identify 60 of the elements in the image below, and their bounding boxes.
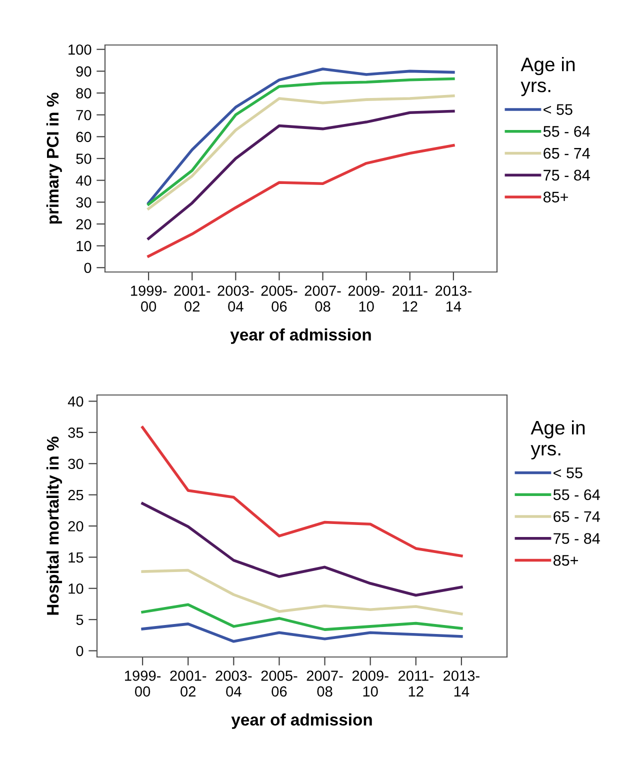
y-tick-label: 10 <box>68 583 84 594</box>
legend-label: 75 - 84 <box>554 533 600 544</box>
legend-title: Age in yrs. <box>520 57 575 96</box>
y-tick-label: 100 <box>68 44 92 55</box>
y-tick-label: 25 <box>68 490 84 500</box>
y-tick-label: 5 <box>76 614 84 625</box>
legend-label: 65 - 74 <box>554 511 600 522</box>
x-tick-label: 2009- 10 <box>352 670 388 697</box>
y-tick-label: 40 <box>68 396 84 407</box>
x-axis-title: year of admission <box>230 328 371 344</box>
line-series <box>141 426 463 558</box>
x-tick-label: 2013- 14 <box>436 286 472 312</box>
x-tick-label: 1999- 00 <box>131 286 167 312</box>
legend-label: 55 - 64 <box>543 126 590 137</box>
legend-label: 55 - 64 <box>553 489 600 500</box>
y-tick-label: 20 <box>76 219 92 230</box>
x-tick-label: 2001- 02 <box>174 286 210 312</box>
line-series <box>141 603 463 631</box>
legend-label: 75 - 84 <box>544 170 590 181</box>
x-tick-label: 2011- 12 <box>398 670 434 696</box>
line-series <box>147 110 455 240</box>
y-tick-label: 40 <box>76 175 92 186</box>
line-series <box>147 94 455 210</box>
x-tick-label: 2009- 10 <box>348 286 384 312</box>
x-tick-label: 1999- 00 <box>125 670 161 697</box>
x-tick-label: 2013- 14 <box>444 670 480 696</box>
y-tick-label: 50 <box>76 154 92 164</box>
y-tick-label: 20 <box>68 521 84 532</box>
x-tick-label: 2007- 08 <box>306 670 343 697</box>
x-axis-title: year of admission <box>231 713 372 729</box>
legend-label: < 55 <box>544 104 572 115</box>
x-tick-label: 2001- 02 <box>170 670 206 697</box>
y-tick-label: 80 <box>76 88 92 98</box>
legend-label: 85+ <box>553 554 578 566</box>
legend-label: < 55 <box>554 468 582 478</box>
legend-label: 65 - 74 <box>544 148 590 159</box>
x-tick-label: 2005- 06 <box>261 286 298 312</box>
y-tick-label: 0 <box>76 646 84 656</box>
y-tick-label: 30 <box>76 197 92 208</box>
line-series <box>141 502 463 597</box>
y-tick-label: 35 <box>68 428 84 438</box>
x-tick-label: 2005- 06 <box>261 670 298 697</box>
y-tick-label: 15 <box>68 552 84 563</box>
legend-title: Age in yrs. <box>530 420 585 460</box>
y-tick-label: 10 <box>76 240 92 252</box>
x-tick-label: 2003- 04 <box>216 670 252 697</box>
line-series <box>141 568 463 616</box>
line-series <box>147 144 455 258</box>
y-tick-label: 70 <box>76 110 92 120</box>
x-tick-label: 2003- 04 <box>218 286 254 312</box>
y-tick-label: 0 <box>84 262 92 274</box>
legend-label: 85+ <box>543 192 568 202</box>
line-series <box>141 622 463 643</box>
y-tick-label: 60 <box>76 132 92 142</box>
x-tick-label: 2007- 08 <box>304 286 341 312</box>
x-tick-label: 2011- 12 <box>392 286 428 312</box>
y-axis-title: Hospital mortality in % <box>46 436 62 615</box>
y-tick-label: 30 <box>68 458 84 470</box>
y-axis-title: primary PCI in % <box>46 92 62 224</box>
y-tick-label: 90 <box>76 66 92 77</box>
